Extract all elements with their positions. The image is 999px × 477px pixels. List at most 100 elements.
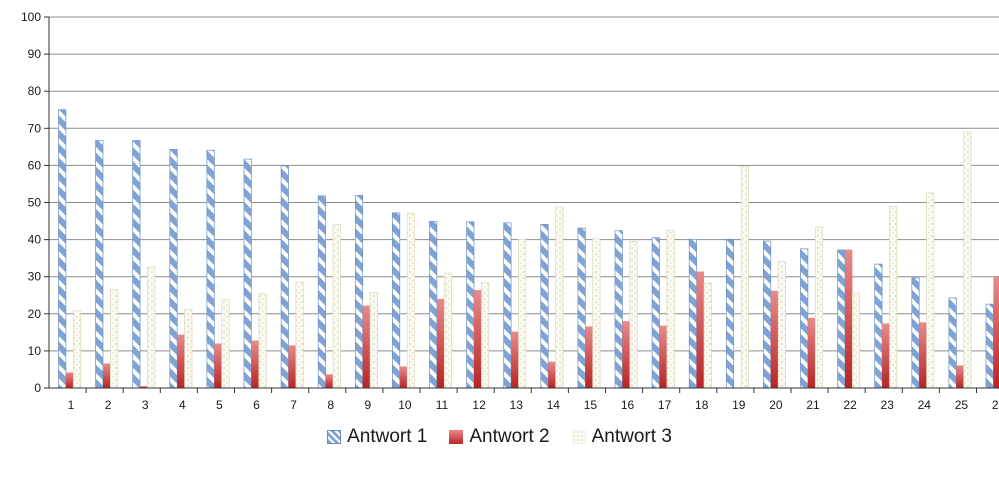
bar-series1-cat15	[578, 228, 585, 388]
bar-series2-cat21	[808, 318, 815, 388]
x-tick-label-23: 23	[881, 398, 895, 412]
y-tick-label-80: 80	[28, 84, 42, 98]
y-tick-label-30: 30	[28, 270, 42, 284]
bar-series3-cat22	[852, 293, 859, 388]
x-tick-label-10: 10	[398, 398, 412, 412]
bar-series3-cat15	[593, 239, 600, 388]
bar-series2-cat8	[326, 374, 333, 388]
bar-series1-cat7	[281, 166, 288, 388]
bar-series1-cat14	[541, 224, 548, 388]
bar-series2-cat26	[993, 277, 999, 388]
y-tick-label-60: 60	[28, 158, 42, 172]
bar-series2-cat15	[585, 326, 592, 388]
bar-series3-cat20	[778, 261, 785, 388]
y-tick-label-70: 70	[28, 121, 42, 135]
y-tick-label-40: 40	[28, 233, 42, 247]
y-tick-label-10: 10	[28, 344, 42, 358]
bar-series1-cat19	[726, 239, 733, 388]
bar-series3-cat10	[407, 214, 414, 388]
bar-series3-cat19	[741, 167, 748, 388]
x-tick-label-18: 18	[695, 398, 709, 412]
bar-series1-cat18	[689, 239, 696, 388]
bar-series2-cat13	[511, 332, 518, 388]
bar-series3-cat23	[890, 206, 897, 388]
bar-series1-cat5	[207, 150, 214, 388]
bar-series2-cat6	[251, 341, 258, 388]
bar-series3-cat3	[148, 267, 155, 388]
bar-series2-cat5	[214, 343, 221, 388]
bar-series3-cat18	[704, 283, 711, 388]
bar-series2-cat23	[882, 323, 889, 388]
bar-series1-cat16	[615, 231, 622, 388]
bar-series2-cat9	[363, 306, 370, 388]
x-tick-label-22: 22	[843, 398, 857, 412]
bar-series2-cat12	[474, 290, 481, 388]
bar-series3-cat4	[185, 310, 192, 388]
bar-series1-cat23	[875, 264, 882, 388]
bar-series3-cat1	[73, 311, 80, 388]
bar-series3-cat13	[519, 239, 526, 388]
x-tick-label-17: 17	[658, 398, 672, 412]
x-tick-label-19: 19	[732, 398, 746, 412]
x-tick-label-24: 24	[918, 398, 932, 412]
bar-series3-cat11	[444, 273, 451, 388]
bar-series2-cat4	[177, 335, 184, 388]
y-tick-label-90: 90	[28, 47, 42, 61]
bar-series2-cat2	[103, 364, 110, 388]
x-tick-label-12: 12	[472, 398, 486, 412]
legend-swatch-antwort-3	[572, 430, 586, 444]
x-tick-label-14: 14	[547, 398, 561, 412]
x-tick-label-21: 21	[806, 398, 820, 412]
bar-series1-cat10	[392, 213, 399, 388]
bar-series3-cat7	[296, 282, 303, 388]
bar-series2-cat18	[697, 272, 704, 388]
x-tick-label-20: 20	[769, 398, 783, 412]
bar-series2-cat22	[845, 250, 852, 388]
x-tick-label-4: 4	[179, 398, 186, 412]
legend-swatch-antwort-1	[327, 430, 341, 444]
x-tick-label-3: 3	[142, 398, 149, 412]
bar-series2-cat10	[400, 366, 407, 388]
x-tick-label-6: 6	[253, 398, 260, 412]
bar-series3-cat8	[333, 224, 340, 388]
x-tick-label-9: 9	[364, 398, 371, 412]
x-tick-label-8: 8	[327, 398, 334, 412]
x-tick-label-15: 15	[584, 398, 598, 412]
bar-series1-cat12	[467, 222, 474, 388]
bar-series1-cat4	[170, 149, 177, 388]
bar-series3-cat24	[927, 193, 934, 388]
bar-series3-cat9	[370, 292, 377, 388]
bar-series2-cat7	[289, 345, 296, 388]
bar-series1-cat25	[949, 298, 956, 388]
bar-series1-cat2	[96, 141, 103, 388]
bar-series3-cat14	[556, 207, 563, 388]
legend-label-antwort-2: Antwort 2	[469, 426, 549, 448]
bars	[59, 110, 999, 388]
y-tick-label-0: 0	[34, 381, 41, 395]
legend-label-antwort-3: Antwort 3	[592, 426, 672, 448]
x-tick-label-2: 2	[105, 398, 112, 412]
bar-series2-cat24	[919, 322, 926, 388]
legend-item-antwort-2: Antwort 2	[449, 426, 549, 448]
legend-label-antwort-1: Antwort 1	[347, 426, 427, 448]
bar-series1-cat21	[801, 249, 808, 388]
bar-series1-cat8	[318, 196, 325, 388]
bar-series3-cat17	[667, 230, 674, 388]
bar-series2-cat25	[956, 365, 963, 388]
legend-item-antwort-3: Antwort 3	[572, 426, 672, 448]
bar-series1-cat20	[763, 241, 770, 388]
x-tick-label-25: 25	[955, 398, 969, 412]
bar-series3-cat12	[481, 283, 488, 388]
y-tick-label-20: 20	[28, 307, 42, 321]
bar-series1-cat6	[244, 159, 251, 388]
bar-series3-cat21	[815, 227, 822, 388]
bar-series1-cat26	[986, 304, 993, 388]
legend: Antwort 1 Antwort 2 Antwort 3	[0, 426, 999, 448]
bar-series2-cat14	[548, 362, 555, 388]
bar-series1-cat11	[430, 221, 437, 388]
bar-series3-cat6	[259, 294, 266, 388]
legend-swatch-antwort-2	[449, 430, 463, 444]
x-tick-label-5: 5	[216, 398, 223, 412]
